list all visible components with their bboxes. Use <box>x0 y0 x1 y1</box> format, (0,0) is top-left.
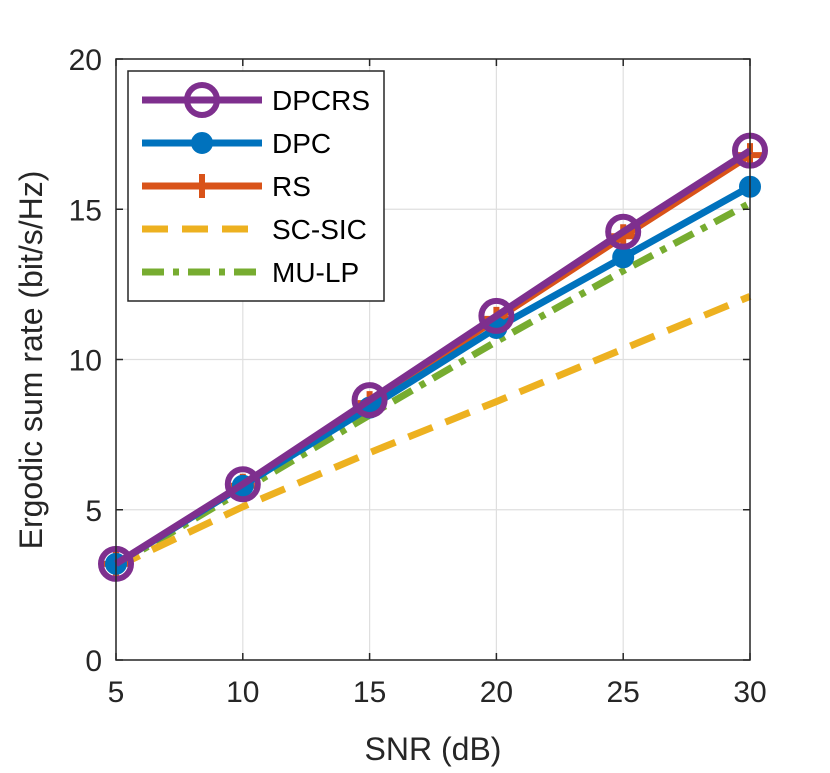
y-tick-label: 0 <box>85 645 102 678</box>
y-tick-label: 15 <box>69 194 102 227</box>
series-mu-lp <box>114 200 752 569</box>
series-line <box>114 200 752 569</box>
series-line <box>114 293 752 571</box>
x-tick-label: 15 <box>353 676 386 709</box>
legend-marker <box>191 132 213 154</box>
y-axis-label: Ergodic sum rate (bit/s/Hz) <box>13 171 49 550</box>
data-point <box>612 246 635 269</box>
data-point <box>478 297 515 334</box>
legend-marker <box>190 174 214 198</box>
legend-label: MU-LP <box>272 257 359 288</box>
legend-label: SC-SIC <box>272 214 367 245</box>
x-tick-label: 30 <box>733 676 766 709</box>
legend-label: RS <box>272 171 311 202</box>
data-point <box>605 213 642 250</box>
legend-label: DPCRS <box>272 85 370 116</box>
x-axis-label: SNR (dB) <box>365 731 502 767</box>
y-tick-label: 5 <box>85 495 102 528</box>
legend-label: DPC <box>272 128 331 159</box>
series-line <box>114 147 752 567</box>
y-tick-label: 20 <box>69 44 102 77</box>
data-point <box>224 466 261 503</box>
series-sc-sic <box>114 293 752 571</box>
y-tick-label: 10 <box>69 345 102 378</box>
x-tick-label: 5 <box>108 676 125 709</box>
x-tick-label: 20 <box>480 676 513 709</box>
series-layer <box>98 132 768 582</box>
legend-marker <box>184 82 220 118</box>
data-point <box>351 382 388 419</box>
x-tick-label: 10 <box>226 676 259 709</box>
x-tick-label: 25 <box>607 676 640 709</box>
